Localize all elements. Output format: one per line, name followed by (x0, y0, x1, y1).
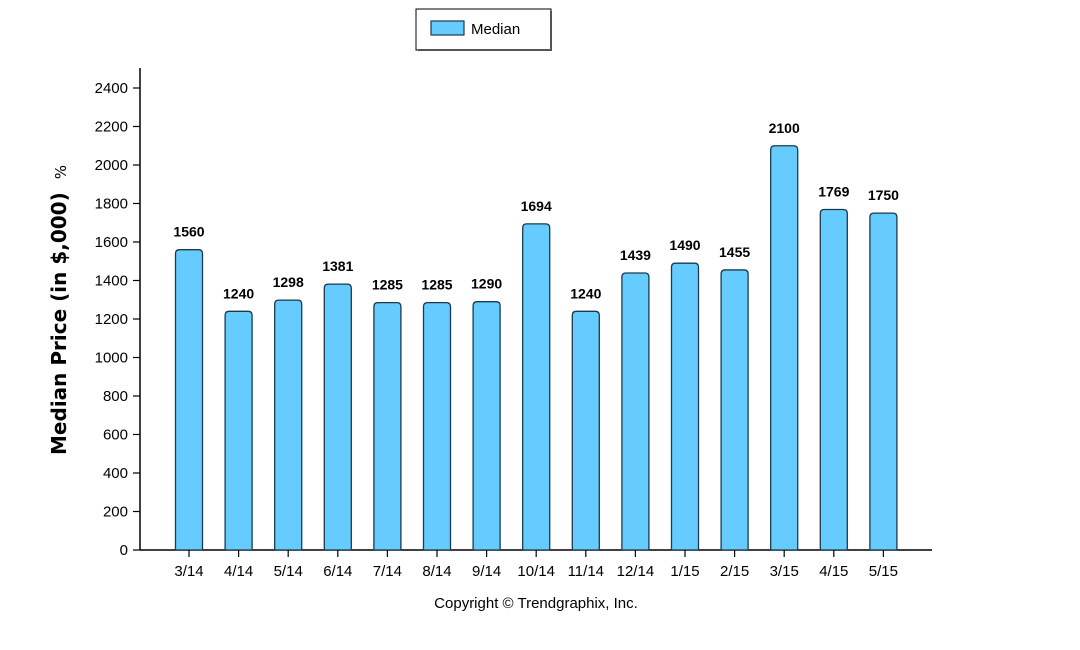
data-labels: 1560 1240 1298 1381 1285 1285 1290 1694 1240 1439… (173, 120, 899, 302)
y-tick-label: 1600 (95, 234, 128, 251)
bar-6-14 (323, 283, 352, 551)
data-label: 1694 (521, 198, 552, 214)
bar-3-15 (770, 145, 799, 551)
bar-5-14 (274, 299, 303, 551)
y-tick-label: 2200 (95, 119, 128, 136)
x-tick-label: 9/14 (472, 563, 501, 580)
data-label: 1769 (818, 183, 849, 199)
bar-12-14 (621, 272, 650, 551)
y-axis-label-suffix: % (52, 165, 70, 179)
data-label: 1240 (570, 285, 601, 301)
x-tick-label: 5/14 (274, 563, 303, 580)
x-tick-label: 8/14 (422, 563, 451, 580)
bar-1-15 (670, 262, 700, 551)
x-tick-label: 3/15 (770, 563, 799, 580)
y-tick-label: 1200 (95, 311, 128, 328)
bar-4-15 (819, 208, 848, 551)
bar-2-15 (720, 269, 749, 551)
y-tick-label: 0 (120, 542, 128, 559)
data-label: 1285 (421, 277, 452, 293)
data-label: 1290 (471, 276, 502, 292)
data-label: 1455 (719, 244, 750, 260)
bars (174, 145, 898, 551)
data-label: 1490 (669, 237, 700, 253)
y-tick-label: 1400 (95, 273, 128, 290)
bar-8-14 (422, 301, 452, 551)
y-tick-label: 400 (103, 465, 128, 482)
data-label: 1240 (223, 285, 254, 301)
y-axis-ticks: 0 200 400 600 800 1000 1200 1400 1600 1800 2000 220… (95, 80, 140, 559)
x-tick-label: 12/14 (617, 563, 655, 580)
data-label: 1439 (620, 247, 651, 263)
y-axis-title: Median Price (in $,000) % (47, 165, 71, 455)
data-label: 1285 (372, 277, 403, 293)
y-tick-label: 2400 (95, 80, 128, 97)
legend: Median (415, 8, 552, 51)
bar-10-14 (522, 223, 551, 551)
x-tick-label: 2/15 (720, 563, 749, 580)
bar-3-14 (174, 249, 204, 551)
data-label: 1560 (173, 224, 204, 240)
legend-label-median: Median (471, 21, 520, 38)
data-label: 2100 (769, 120, 800, 136)
y-tick-label: 800 (103, 388, 128, 405)
bar-5-15 (869, 212, 898, 551)
x-tick-label: 3/14 (174, 563, 203, 580)
x-tick-label: 11/14 (568, 563, 604, 580)
x-tick-label: 10/14 (517, 563, 555, 580)
copyright-text: Copyright © Trendgraphix, Inc. (434, 595, 638, 612)
data-label: 1298 (273, 274, 304, 290)
data-label: 1381 (322, 258, 353, 274)
y-tick-label: 2000 (95, 157, 128, 174)
bar-4-14 (224, 310, 253, 551)
data-label: 1750 (868, 187, 899, 203)
x-tick-label: 5/15 (869, 563, 898, 580)
x-tick-label: 4/14 (224, 563, 253, 580)
bar-11-14 (571, 310, 600, 551)
bar-9-14 (472, 301, 501, 551)
y-tick-label: 200 (103, 504, 128, 521)
y-tick-label: 1000 (95, 350, 128, 367)
x-tick-label: 1/15 (670, 563, 699, 580)
svg-text:Median Price (in $,000): Median Price (in $,000) % (47, 165, 71, 455)
y-axis-label: Median Price (in $,000) (47, 192, 71, 455)
x-tick-label: 6/14 (323, 563, 352, 580)
y-tick-label: 600 (103, 427, 128, 444)
x-tick-label: 4/15 (819, 563, 848, 580)
y-tick-label: 1800 (95, 196, 128, 213)
bar-7-14 (373, 301, 402, 551)
x-tick-label: 7/14 (373, 563, 402, 580)
legend-swatch-median (430, 20, 465, 36)
x-axis-ticks: 3/14 4/14 5/14 6/14 7/14 8/14 9/14 10/14 11/14 12… (174, 550, 898, 580)
